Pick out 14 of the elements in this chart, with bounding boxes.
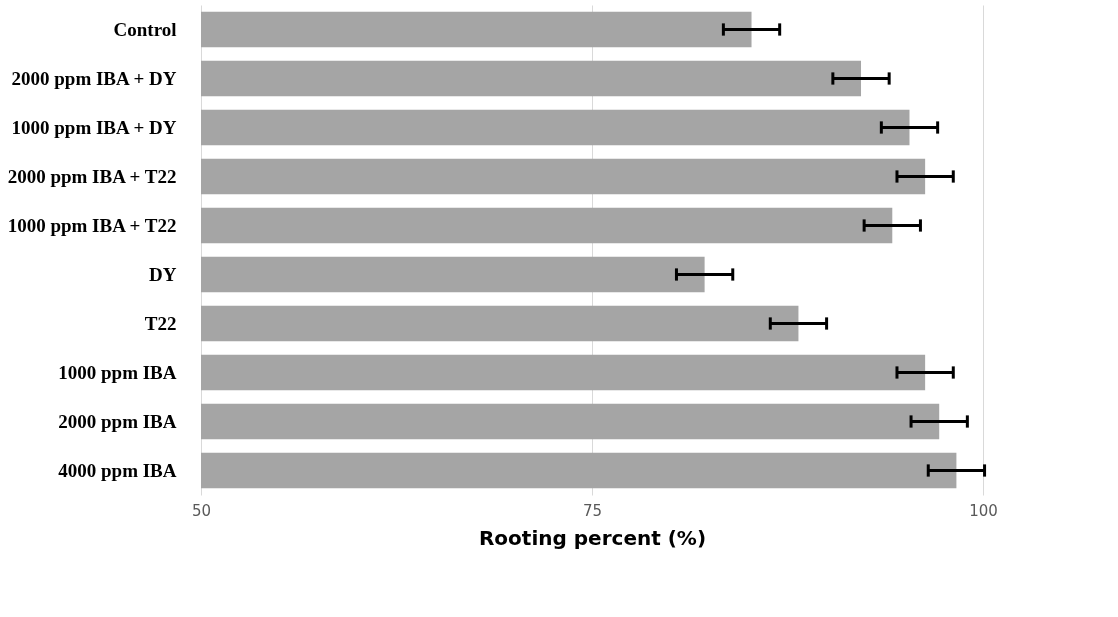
y-tick-label: 4000 ppm IBA [58,459,177,481]
x-tick-label: 50 [191,501,212,520]
y-tick-label: 2000 ppm IBA + T22 [7,165,177,187]
y-tick-label: T22 [144,312,177,334]
y-tick-label: 1000 ppm IBA + DY [11,116,177,138]
y-tick-label: 2000 ppm IBA + DY [11,67,177,89]
y-tick-label: 1000 ppm IBA [58,361,177,383]
x-tick-label: 75 [582,501,603,520]
y-tick-label: 2000 ppm IBA [58,410,177,432]
y-tick-label: DY [149,263,177,285]
x-tick-label: 100 [969,501,998,520]
x-axis-title: Rooting percent (%) [478,525,707,550]
y-tick-label: 1000 ppm IBA + T22 [7,214,177,236]
y-tick-label: Control [113,18,177,40]
